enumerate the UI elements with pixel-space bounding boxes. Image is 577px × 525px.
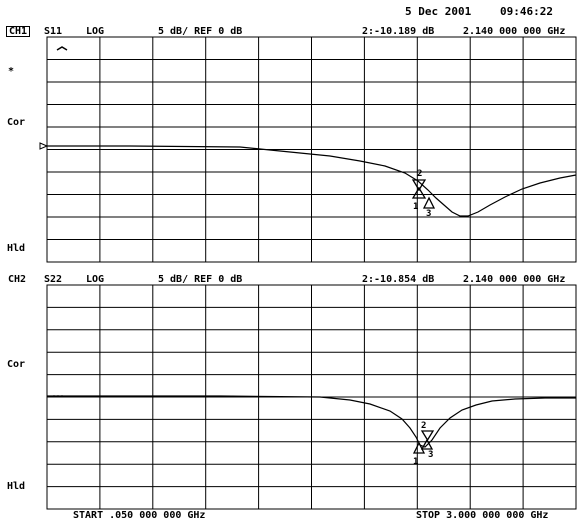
date-readout: 5 Dec 2001: [405, 5, 472, 18]
channel1-graticule: [46, 36, 577, 263]
channel2-marker-1-number: 1: [413, 457, 418, 467]
channel2-measurement: S22: [44, 274, 63, 285]
channel2-trace: [47, 395, 576, 448]
channel1-hld-label: Hld: [7, 243, 26, 254]
channel1-marker-1-number: 1: [413, 202, 418, 212]
channel1-measurement: S11: [44, 26, 63, 37]
channel1-reference-arrow: [39, 142, 49, 150]
channel1-marker-3-icon[interactable]: [422, 196, 436, 209]
channel2-format: LOG: [86, 274, 105, 285]
channel2-cor-label: Cor: [7, 359, 26, 370]
channel1-star-label: *: [8, 66, 15, 77]
channel2-label[interactable]: CH2: [8, 274, 27, 285]
channel2-marker-3-icon[interactable]: [420, 438, 434, 450]
time-readout: 09:46:22: [500, 5, 553, 18]
channel1-format: LOG: [86, 26, 105, 37]
channel2-marker-1-icon[interactable]: [412, 441, 426, 454]
channel2-marker-readout: 2:-10.854 dB: [362, 274, 435, 285]
channel1-cor-label: Cor: [7, 117, 26, 128]
channel1-marker-3-number: 3: [426, 209, 431, 219]
channel2-marker-3-number: 3: [428, 450, 433, 460]
channel1-marker-1-icon[interactable]: [411, 186, 427, 199]
channel1-scale: 5 dB/ REF 0 dB: [158, 26, 243, 37]
channel2-scale: 5 dB/ REF 0 dB: [158, 274, 243, 285]
channel2-marker-2-icon[interactable]: [420, 430, 435, 442]
channel1-label[interactable]: CH1: [6, 26, 31, 37]
start-frequency: START .050 000 000 GHz: [73, 510, 206, 521]
channel1-trace: [47, 145, 577, 217]
channel2-hld-label: Hld: [7, 481, 26, 492]
channel1-marker-2-number: 2: [417, 169, 422, 179]
channel1-marker-frequency: 2.140 000 000 GHz: [463, 26, 566, 37]
channel1-top-arrow-icon: [56, 46, 68, 51]
channel2-marker-2-number: 2: [421, 421, 426, 431]
channel2-marker-frequency: 2.140 000 000 GHz: [463, 274, 566, 285]
channel1-marker-readout: 2:-10.189 dB: [362, 26, 435, 37]
stop-frequency: STOP 3.000 000 000 GHz: [416, 510, 549, 521]
channel1-marker-2-icon[interactable]: [411, 179, 427, 192]
channel2-graticule: [46, 284, 577, 510]
